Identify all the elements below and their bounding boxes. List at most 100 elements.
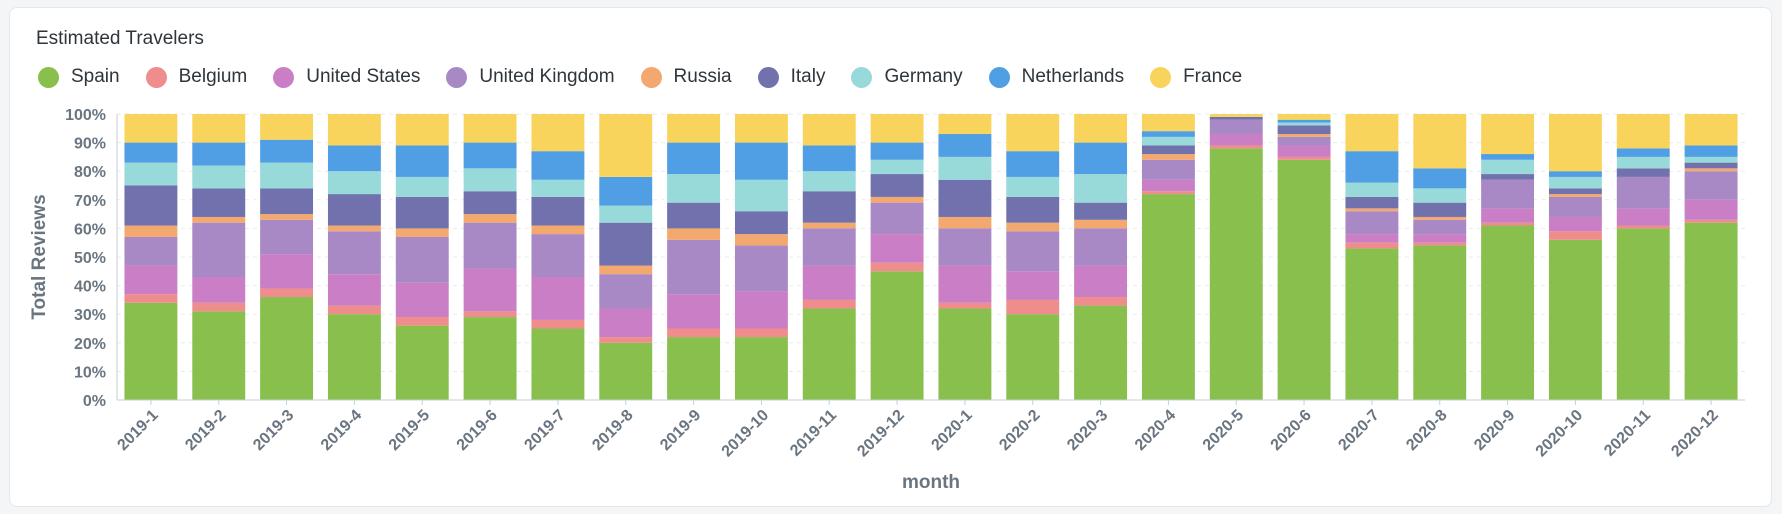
legend-swatch xyxy=(851,66,873,88)
bar-united-states xyxy=(463,268,517,312)
legend-swatch xyxy=(273,66,295,88)
bar-belgium xyxy=(599,337,653,343)
bar-france xyxy=(1209,114,1263,117)
bar-united-states xyxy=(870,234,924,263)
legend-item-united-kingdom[interactable]: United Kingdom xyxy=(446,66,615,88)
bar-united-states xyxy=(734,291,788,329)
x-tick-label: 2019-6 xyxy=(454,407,501,454)
bar-spain xyxy=(463,317,517,400)
bar-france xyxy=(1345,114,1399,152)
bar-united-states xyxy=(938,265,992,303)
bar-italy xyxy=(1209,116,1263,120)
bar-italy xyxy=(192,188,246,217)
bar-germany xyxy=(1141,136,1195,146)
bar-germany xyxy=(1074,174,1128,203)
legend-swatch xyxy=(38,66,59,88)
bar-france xyxy=(734,114,788,143)
x-tick-label: 2020-5 xyxy=(1200,407,1247,454)
bar-belgium xyxy=(1481,222,1535,226)
bar-russia xyxy=(734,234,788,246)
bar-belgium xyxy=(327,305,381,315)
bar-belgium xyxy=(1209,145,1263,149)
legend-item-spain[interactable]: Spain xyxy=(38,66,120,88)
bar-germany xyxy=(802,171,856,192)
bar-italy xyxy=(1481,174,1535,180)
bar-netherlands xyxy=(1141,131,1195,137)
bar-germany xyxy=(124,162,178,186)
legend-swatch xyxy=(446,66,468,88)
bar-russia xyxy=(192,216,246,223)
bar-belgium xyxy=(938,302,992,309)
legend-label: Russia xyxy=(673,66,732,87)
bar-belgium xyxy=(1616,225,1670,229)
y-tick-label: 80% xyxy=(74,164,106,181)
x-tick-label: 2019-3 xyxy=(250,407,297,454)
bar-france xyxy=(870,114,924,143)
bar-belgium xyxy=(870,262,924,272)
bar-united-kingdom xyxy=(1277,136,1331,146)
bar-united-kingdom xyxy=(1413,219,1467,235)
bar-netherlands xyxy=(1006,151,1060,177)
bar-united-states xyxy=(192,277,246,303)
bar-spain xyxy=(1074,305,1128,400)
bar-germany xyxy=(1684,156,1738,163)
bar-belgium xyxy=(260,288,314,298)
legend-swatch xyxy=(145,66,167,88)
bar-germany xyxy=(599,205,653,223)
bar-italy xyxy=(531,196,585,226)
bar-spain xyxy=(260,297,314,400)
y-axis-title: Total Reviews xyxy=(29,194,50,319)
bar-italy xyxy=(870,174,924,197)
bar-italy xyxy=(667,202,721,229)
legend-item-germany[interactable]: Germany xyxy=(851,66,963,88)
y-tick-label: 50% xyxy=(74,250,106,267)
bar-netherlands xyxy=(1413,168,1467,189)
bar-belgium xyxy=(192,302,246,312)
x-axis-title: month xyxy=(902,472,960,493)
y-tick-label: 40% xyxy=(74,279,106,296)
x-tick-label: 2019-2 xyxy=(182,407,229,454)
bar-france xyxy=(1481,114,1535,155)
legend-label: Netherlands xyxy=(1021,66,1125,87)
bar-italy xyxy=(124,185,178,226)
bar-spain xyxy=(1481,225,1535,400)
bar-spain xyxy=(1548,239,1602,400)
bar-united-states xyxy=(1345,234,1399,243)
legend-label: United Kingdom xyxy=(479,66,615,87)
bar-germany xyxy=(1548,176,1602,189)
bar-netherlands xyxy=(192,142,246,166)
bar-belgium xyxy=(1074,297,1128,306)
bar-united-states xyxy=(327,274,381,306)
bar-united-kingdom xyxy=(667,239,721,295)
bar-united-kingdom xyxy=(1006,231,1060,272)
legend-item-belgium[interactable]: Belgium xyxy=(145,66,247,88)
bar-netherlands xyxy=(1481,154,1535,160)
bar-united-kingdom xyxy=(870,202,924,235)
x-tick-label: 2019-8 xyxy=(589,407,636,454)
bar-france xyxy=(1277,114,1331,120)
bar-belgium xyxy=(1345,242,1399,249)
y-tick-label: 60% xyxy=(74,221,106,238)
legend-item-united-states[interactable]: United States xyxy=(273,66,420,88)
x-tick-label: 2019-5 xyxy=(386,407,433,454)
y-tick-label: 10% xyxy=(74,364,106,381)
bar-netherlands xyxy=(1684,145,1738,157)
chart-title[interactable]: Estimated Travelers xyxy=(36,28,204,49)
bar-russia xyxy=(667,228,721,240)
bar-belgium xyxy=(463,311,517,318)
bar-united-states xyxy=(1616,208,1670,226)
bar-russia xyxy=(1141,154,1195,160)
bar-france xyxy=(667,114,721,143)
legend-item-russia[interactable]: Russia xyxy=(640,66,732,88)
bar-belgium xyxy=(1548,231,1602,240)
legend-label: Italy xyxy=(790,66,826,87)
bar-united-states xyxy=(1548,216,1602,232)
bar-france xyxy=(531,114,585,152)
bar-france xyxy=(1684,114,1738,146)
legend-item-italy[interactable]: Italy xyxy=(757,66,826,88)
x-tick-label: 2020-12 xyxy=(1668,407,1722,461)
legend-item-france[interactable]: France xyxy=(1150,66,1242,88)
bar-spain xyxy=(599,342,653,400)
legend-item-netherlands[interactable]: Netherlands xyxy=(988,66,1125,88)
bar-united-states xyxy=(802,265,856,300)
